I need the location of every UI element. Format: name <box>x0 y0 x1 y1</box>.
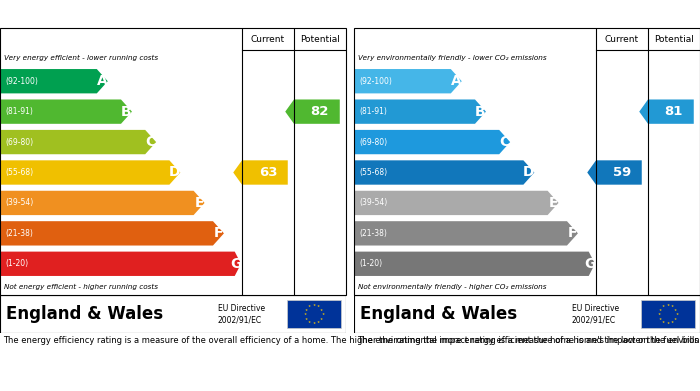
Polygon shape <box>355 191 559 215</box>
Text: C: C <box>500 135 510 149</box>
Text: ★: ★ <box>674 316 678 321</box>
Text: E: E <box>195 196 204 210</box>
Polygon shape <box>355 160 534 185</box>
Text: A: A <box>97 74 108 88</box>
Text: ★: ★ <box>308 320 311 324</box>
Polygon shape <box>355 252 595 276</box>
Text: Potential: Potential <box>300 34 340 43</box>
Text: (69-80): (69-80) <box>359 138 387 147</box>
Text: (1-20): (1-20) <box>359 259 382 268</box>
Text: ★: ★ <box>666 321 670 325</box>
Text: ★: ★ <box>321 316 323 321</box>
Text: (69-80): (69-80) <box>5 138 33 147</box>
Text: F: F <box>568 226 578 240</box>
Text: ★: ★ <box>312 303 316 307</box>
Text: 59: 59 <box>612 166 631 179</box>
Polygon shape <box>355 130 510 154</box>
Text: ★: ★ <box>666 303 670 307</box>
Bar <box>287 300 341 328</box>
Text: ★: ★ <box>321 312 325 316</box>
Text: (92-100): (92-100) <box>5 77 38 86</box>
Text: ★: ★ <box>671 304 674 308</box>
Text: ★: ★ <box>657 312 661 316</box>
Text: Very energy efficient - lower running costs: Very energy efficient - lower running co… <box>4 55 158 61</box>
Text: (55-68): (55-68) <box>5 168 33 177</box>
Text: (21-38): (21-38) <box>5 229 33 238</box>
Text: Energy Efficiency Rating: Energy Efficiency Rating <box>5 7 168 20</box>
Text: 63: 63 <box>258 166 277 179</box>
Text: B: B <box>121 105 132 118</box>
Text: (81-91): (81-91) <box>5 107 33 116</box>
Polygon shape <box>1 221 224 246</box>
Text: 82: 82 <box>311 105 329 118</box>
Text: ★: ★ <box>321 307 323 312</box>
Text: ★: ★ <box>308 304 311 308</box>
Text: ★: ★ <box>671 320 674 324</box>
Text: A: A <box>451 74 462 88</box>
Text: Very environmentally friendly - lower CO₂ emissions: Very environmentally friendly - lower CO… <box>358 55 547 61</box>
Text: Current: Current <box>251 34 285 43</box>
Text: D: D <box>169 165 181 179</box>
Text: Environmental Impact (CO₂) Rating: Environmental Impact (CO₂) Rating <box>359 7 592 20</box>
Text: EU Directive
2002/91/EC: EU Directive 2002/91/EC <box>572 303 619 325</box>
Text: (55-68): (55-68) <box>359 168 387 177</box>
Text: Not environmentally friendly - higher CO₂ emissions: Not environmentally friendly - higher CO… <box>358 284 547 290</box>
Polygon shape <box>1 252 241 276</box>
Text: ★: ★ <box>662 320 665 324</box>
Text: B: B <box>475 105 486 118</box>
Text: ★: ★ <box>659 316 661 321</box>
Text: (39-54): (39-54) <box>5 198 34 208</box>
Polygon shape <box>355 221 578 246</box>
Bar <box>641 300 695 328</box>
Text: The energy efficiency rating is a measure of the overall efficiency of a home. T: The energy efficiency rating is a measur… <box>3 336 700 345</box>
Text: Current: Current <box>605 34 639 43</box>
Text: (39-54): (39-54) <box>359 198 387 208</box>
Text: ★: ★ <box>312 321 316 325</box>
Text: (92-100): (92-100) <box>359 77 392 86</box>
Text: ★: ★ <box>303 312 307 316</box>
Polygon shape <box>355 99 486 124</box>
Text: 81: 81 <box>665 105 683 118</box>
Polygon shape <box>1 130 156 154</box>
Text: ★: ★ <box>676 312 678 316</box>
Polygon shape <box>1 160 181 185</box>
Text: E: E <box>548 196 558 210</box>
Text: F: F <box>214 226 223 240</box>
Polygon shape <box>1 69 108 93</box>
Text: G: G <box>230 257 242 271</box>
Polygon shape <box>639 99 694 124</box>
Text: ★: ★ <box>304 307 308 312</box>
Text: C: C <box>146 135 156 149</box>
Text: (81-91): (81-91) <box>359 107 387 116</box>
Text: England & Wales: England & Wales <box>360 305 517 323</box>
Text: Potential: Potential <box>654 34 694 43</box>
Text: Not energy efficient - higher running costs: Not energy efficient - higher running co… <box>4 284 158 290</box>
Polygon shape <box>1 99 132 124</box>
Text: ★: ★ <box>674 307 678 312</box>
Text: ★: ★ <box>304 316 308 321</box>
Text: The environmental impact rating is a measure of a home's impact on the environme: The environmental impact rating is a mea… <box>357 336 700 345</box>
Polygon shape <box>1 191 204 215</box>
Polygon shape <box>233 160 288 185</box>
Text: EU Directive
2002/91/EC: EU Directive 2002/91/EC <box>218 303 265 325</box>
Text: ★: ★ <box>317 320 320 324</box>
Polygon shape <box>355 69 462 93</box>
Text: ★: ★ <box>659 307 661 312</box>
Text: England & Wales: England & Wales <box>6 305 163 323</box>
Text: (1-20): (1-20) <box>5 259 28 268</box>
Text: D: D <box>523 165 535 179</box>
Polygon shape <box>285 99 340 124</box>
Text: ★: ★ <box>317 304 320 308</box>
Text: ★: ★ <box>662 304 665 308</box>
Text: G: G <box>584 257 595 271</box>
Polygon shape <box>587 160 642 185</box>
Text: (21-38): (21-38) <box>359 229 387 238</box>
